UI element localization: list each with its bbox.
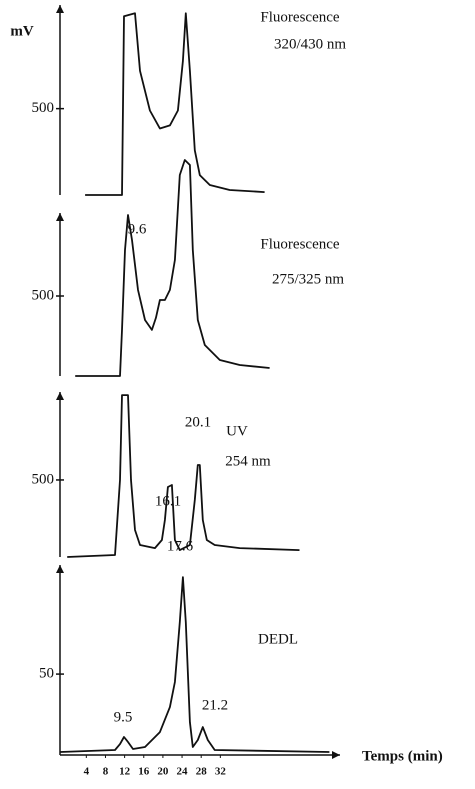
axis-arrow xyxy=(56,213,64,221)
trace xyxy=(85,12,265,196)
annotation: 320/430 nm xyxy=(274,36,346,52)
y-tick-label: 50 xyxy=(39,666,54,682)
x-tick-label: 24 xyxy=(177,766,189,778)
y-tick-label: 500 xyxy=(32,287,55,303)
annotation: DEDL xyxy=(258,631,298,647)
annotation: 20.1 xyxy=(185,414,211,430)
annotation: 254 nm xyxy=(225,453,271,469)
y-tick-label: 500 xyxy=(32,100,55,116)
x-tick-label: 32 xyxy=(215,766,227,778)
axis-arrow xyxy=(332,751,340,759)
annotation: 9.6 xyxy=(128,221,147,237)
x-tick-label: 28 xyxy=(196,766,208,778)
annotation: 9.5 xyxy=(114,709,133,725)
x-tick-label: 12 xyxy=(119,766,131,778)
axis-arrow xyxy=(56,392,64,400)
annotation: 16.1 xyxy=(155,493,181,509)
trace xyxy=(60,576,330,753)
x-tick-label: 4 xyxy=(84,766,90,778)
annotation: 275/325 nm xyxy=(272,271,344,287)
annotation: Fluorescence xyxy=(260,9,339,25)
x-tick-label: 20 xyxy=(157,766,169,778)
axis-arrow xyxy=(56,565,64,573)
y-axis-label: mV xyxy=(10,23,33,39)
y-tick-label: 500 xyxy=(32,471,55,487)
x-tick-label: 8 xyxy=(103,766,109,778)
annotation: Fluorescence xyxy=(260,236,339,252)
annotation: 21.2 xyxy=(202,697,228,713)
x-tick-label: 16 xyxy=(138,766,150,778)
trace xyxy=(75,159,270,377)
annotation: UV xyxy=(226,423,248,439)
x-axis-label: Temps (min) xyxy=(362,748,443,764)
trace xyxy=(67,394,300,558)
axis-arrow xyxy=(56,5,64,13)
annotation: 17.6 xyxy=(167,538,194,554)
